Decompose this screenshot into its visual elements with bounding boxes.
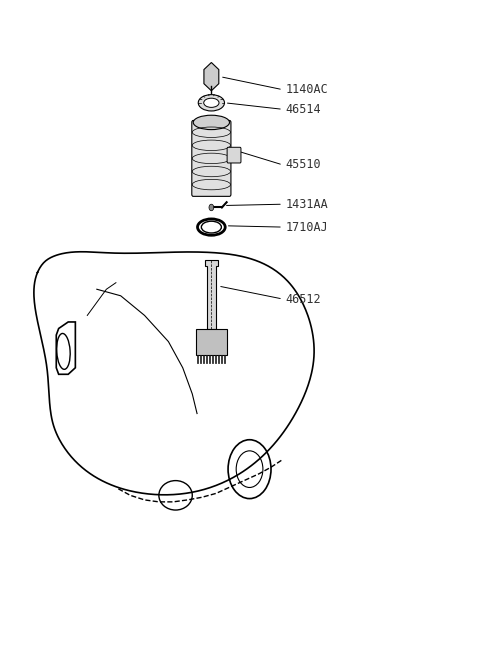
- Polygon shape: [204, 62, 219, 91]
- Polygon shape: [196, 328, 227, 355]
- Text: 45510: 45510: [285, 158, 321, 171]
- Text: 1431AA: 1431AA: [285, 198, 328, 211]
- Circle shape: [209, 204, 214, 211]
- Text: 1140AC: 1140AC: [285, 83, 328, 96]
- Text: 46512: 46512: [285, 292, 321, 306]
- Ellipse shape: [204, 98, 219, 107]
- Polygon shape: [197, 355, 198, 363]
- Ellipse shape: [193, 115, 229, 129]
- Polygon shape: [203, 355, 204, 363]
- FancyBboxPatch shape: [227, 147, 241, 163]
- Text: 46514: 46514: [285, 103, 321, 116]
- Polygon shape: [206, 355, 207, 363]
- Polygon shape: [215, 355, 216, 363]
- Polygon shape: [221, 355, 222, 363]
- Polygon shape: [209, 355, 210, 363]
- Polygon shape: [212, 355, 213, 363]
- Polygon shape: [200, 355, 201, 363]
- Text: 1710AJ: 1710AJ: [285, 221, 328, 234]
- Polygon shape: [224, 355, 226, 363]
- Polygon shape: [204, 260, 218, 328]
- FancyBboxPatch shape: [192, 120, 231, 196]
- Ellipse shape: [198, 95, 225, 111]
- Polygon shape: [218, 355, 219, 363]
